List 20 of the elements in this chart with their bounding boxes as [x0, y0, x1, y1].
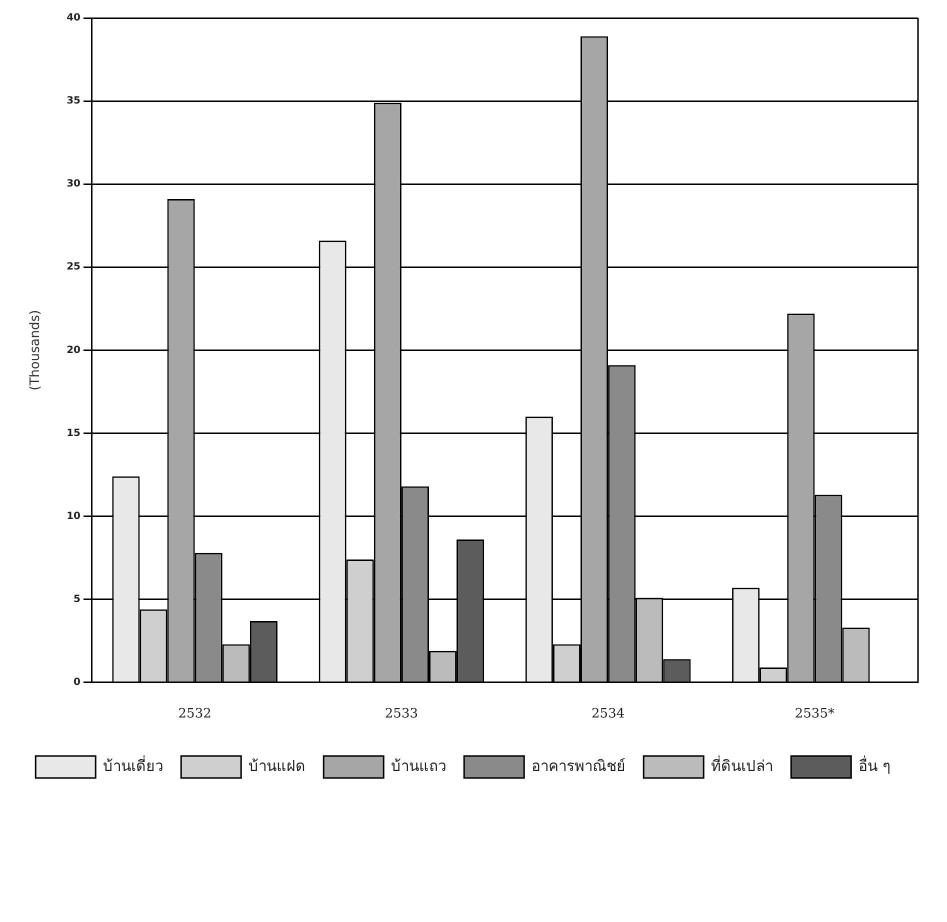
legend-label: บ้านแฝด [248, 756, 306, 775]
legend-label: อื่น ๆ [858, 754, 890, 775]
legend-label: บ้านแถว [391, 756, 446, 775]
x-tick-label: 2534 [592, 706, 625, 722]
y-tick-label: 30 [66, 178, 81, 190]
x-tick-label: 2535* [794, 706, 835, 722]
y-tick-label: 25 [66, 262, 81, 273]
y-tick-label: 15 [66, 428, 81, 439]
legend-label: อาคารพาณิชย์ [532, 756, 626, 775]
y-tick-label: 40 [66, 12, 81, 24]
y-tick-label: 0 [74, 676, 81, 688]
y-tick-label: 35 [66, 96, 81, 107]
x-tick-label: 2533 [384, 706, 418, 722]
y-tick-label: 20 [66, 344, 81, 356]
y-axis-title: (Thousands) [28, 310, 44, 390]
y-tick-label: 5 [74, 594, 81, 605]
x-tick-label: 2532 [178, 706, 212, 722]
y-tick-label: 10 [66, 510, 81, 522]
legend-label: ที่ดินเปล่า [711, 754, 774, 775]
legend-label: บ้านเดี่ยว [103, 754, 164, 775]
